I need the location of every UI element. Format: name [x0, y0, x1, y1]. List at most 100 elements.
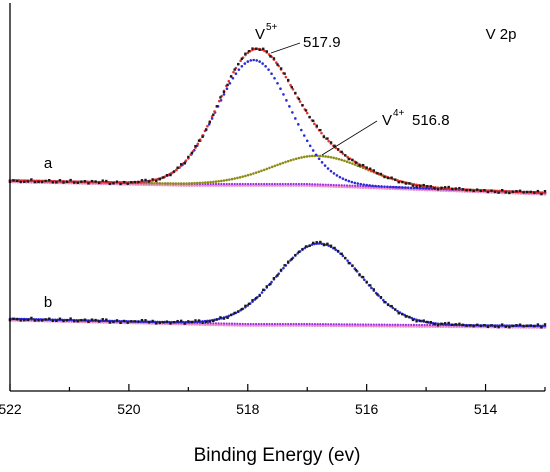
- spectrum-a-raw-point: [251, 47, 254, 50]
- spectrum-a-v5-component: [421, 186, 425, 190]
- spectrum-a-raw-point: [540, 192, 543, 196]
- spectrum-a-v5-component: [243, 62, 247, 65]
- spectrum-b-raw-point: [83, 318, 87, 321]
- spectrum-a-raw-point: [329, 141, 333, 144]
- spectrum-a-v5-component: [210, 117, 214, 120]
- spectrum-a-background: [353, 184, 357, 187]
- spectrum-b-background: [222, 322, 226, 325]
- spectrum-b-background: [402, 323, 405, 326]
- spectrum-a-v5-component: [353, 181, 357, 185]
- spectrum-a-raw-point: [408, 182, 411, 185]
- spectrum-b-raw-point: [126, 321, 129, 324]
- spectrum-b-background: [273, 322, 276, 326]
- spectrum-b-background: [244, 322, 247, 326]
- spectrum-b-raw-point: [369, 284, 372, 287]
- spectrum-b-raw-point: [372, 288, 375, 291]
- spectrum-a-v4-component: [329, 155, 333, 159]
- spectrum-a-v5-component: [305, 139, 309, 143]
- x-tick-label: 522: [0, 401, 22, 417]
- spectrum-b-raw-point: [144, 319, 147, 322]
- spectrum-a-v5-component: [350, 180, 354, 184]
- spectrum-a-raw-point: [390, 176, 393, 179]
- spectrum-a-v4-component: [281, 161, 285, 165]
- spectrum-b-background: [268, 322, 271, 326]
- spectrum-b-raw-point: [283, 264, 286, 267]
- spectrum-a-v4-component: [270, 165, 274, 169]
- spectrum-b-background: [410, 323, 413, 326]
- spectrum-a-raw-point: [48, 179, 51, 182]
- spectrum-a-v5-component: [291, 111, 294, 114]
- spectrum-a-raw-point: [105, 179, 108, 183]
- spectrum-a-v4-component: [163, 182, 167, 185]
- spectrum-a-raw-point: [51, 181, 54, 184]
- spectrum-a-background: [241, 182, 244, 186]
- spectrum-a-v4-component: [286, 159, 290, 163]
- spectrum-b-fit: [334, 248, 338, 252]
- spectrum-a-background: [225, 182, 228, 186]
- spectrum-a-fit: [275, 61, 278, 64]
- spectrum-a-v5-component: [273, 76, 276, 80]
- spectrum-a-background: [332, 183, 335, 187]
- peak-v4-leader: [321, 120, 378, 156]
- spectrum-b-raw-point: [201, 321, 204, 324]
- spectrum-a-v4-component: [294, 157, 298, 161]
- spectrum-b-background: [228, 322, 231, 325]
- spectrum-b-raw-point: [176, 319, 179, 323]
- spectrum-a-v5-component: [225, 87, 229, 91]
- spectrum-b-raw-point: [105, 318, 108, 321]
- spectrum-a-raw-point: [294, 91, 297, 95]
- spectrum-a-raw-point: [237, 62, 240, 66]
- spectrum-a-background: [287, 182, 290, 186]
- spectrum-a-v4-component: [327, 155, 330, 159]
- spectrum-a-v4-component: [260, 169, 263, 173]
- spectrum-b-raw-point: [58, 317, 62, 320]
- peak-v5-position: 517.9: [303, 34, 341, 51]
- spectrum-a-background: [316, 183, 319, 186]
- spectrum-b-background: [380, 323, 383, 326]
- spectrum-a-v4-component: [343, 159, 346, 163]
- spectrum-b-raw-point: [169, 322, 172, 325]
- spectrum-a-fit: [289, 83, 292, 87]
- spectrum-b-raw-point: [40, 319, 44, 322]
- spectrum-b-raw-point: [351, 264, 354, 267]
- spectrum-b-raw-point: [137, 320, 140, 323]
- spectrum-b-raw-point: [101, 318, 104, 321]
- spectrum-a-v4-component: [351, 162, 354, 165]
- spectrum-a-background: [292, 182, 295, 186]
- spectrum-a-fit: [313, 122, 316, 126]
- spectrum-b-background: [236, 322, 239, 325]
- spectrum-b-background: [241, 322, 244, 325]
- spectrum-a-raw-point: [518, 189, 522, 192]
- spectrum-a-v5-component: [392, 185, 395, 189]
- spectrum-a-v5-component: [424, 187, 428, 190]
- peak-v5-charge: 5+: [266, 22, 278, 33]
- spectrum-b-raw-point: [55, 319, 58, 322]
- spectrum-a-v4-component: [179, 182, 183, 185]
- spectrum-b-raw-point: [390, 304, 393, 308]
- spectrum-b-raw-point: [97, 320, 101, 323]
- spectrum-a-background: [345, 184, 349, 187]
- spectrum-b-raw-point: [279, 268, 283, 272]
- spectrum-a-raw-point: [347, 157, 351, 161]
- spectrum-a-background: [327, 183, 330, 186]
- spectrum-b-raw-point: [133, 320, 137, 323]
- spectrum-b-raw-point: [401, 313, 404, 316]
- peak-v5-leader: [270, 42, 301, 54]
- spectrum-b-raw-point: [290, 257, 293, 261]
- spectrum-a-fit: [320, 131, 323, 135]
- spectrum-a-fit: [239, 59, 242, 63]
- spectrum-a-raw-point: [536, 189, 540, 193]
- spectrum-a-v4-component: [198, 181, 202, 185]
- spectrum-b-fit: [346, 259, 349, 262]
- spectrum-b-background: [378, 323, 381, 326]
- spectrum-a-background: [324, 183, 327, 186]
- spectrum-a-raw-point: [130, 181, 133, 184]
- spectrum-b-background: [372, 323, 375, 326]
- spectrum-b-background: [396, 323, 399, 326]
- spectrum-b-background: [252, 322, 255, 326]
- spectrum-b-raw-point: [394, 308, 397, 311]
- spectrum-b-background: [431, 323, 434, 327]
- spectrum-a-v5-component: [412, 186, 416, 190]
- spectrum-a-background: [284, 182, 287, 186]
- spectrum-b-raw-point: [112, 320, 115, 324]
